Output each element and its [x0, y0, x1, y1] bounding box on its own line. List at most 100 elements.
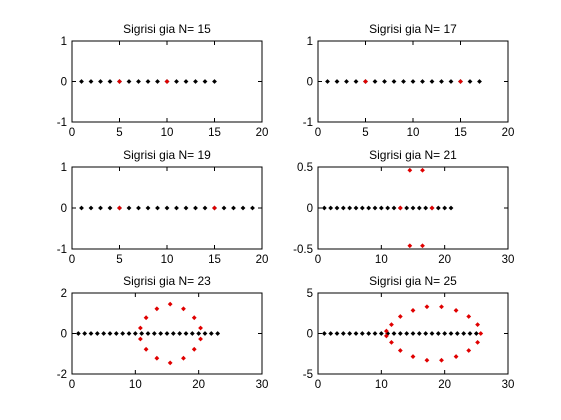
data-point [475, 340, 480, 345]
data-point [189, 331, 195, 336]
data-point [389, 340, 394, 345]
data-point [198, 336, 203, 342]
data-point [334, 79, 340, 84]
data-point [372, 79, 378, 84]
data-point [397, 348, 403, 353]
data-point [88, 79, 94, 84]
data-point [475, 322, 480, 327]
data-point [442, 331, 448, 336]
y-tick-label: -1 [303, 117, 313, 129]
data-point [340, 331, 346, 336]
data-point [353, 79, 359, 84]
data-point [384, 328, 389, 334]
data-point [79, 205, 84, 211]
data-point [136, 79, 141, 84]
data-point [389, 322, 394, 327]
x-tick-label: 5 [116, 254, 122, 266]
x-tick-label: 20 [438, 379, 451, 391]
data-point [397, 314, 403, 319]
data-point [453, 308, 459, 313]
data-point [366, 331, 372, 336]
x-tick-label: 10 [129, 379, 142, 391]
data-point [391, 331, 397, 336]
data-point [410, 205, 416, 211]
data-point [385, 205, 391, 211]
x-tick-label: 0 [69, 254, 75, 266]
data-point [126, 205, 132, 211]
data-point [384, 333, 389, 339]
y-tick-label: 0 [61, 77, 67, 89]
data-point [429, 205, 435, 211]
subplot-2: Sigrisi gia N= 170 5 10 15 20-101 [303, 22, 515, 139]
data-point [407, 243, 413, 249]
subplot-title: Sigrisi gia N= 23 [123, 274, 211, 288]
series-red [363, 79, 463, 84]
subplot-6: Sigrisi gia N= 250 10 20 30-505 [303, 274, 515, 391]
data-point [420, 79, 425, 84]
subplot-4: Sigrisi gia N= 210 10 20 30-0.500.5 [293, 148, 514, 266]
y-tick-label: 5 [307, 288, 313, 300]
data-point [88, 331, 94, 336]
data-point [167, 360, 173, 366]
data-point [183, 205, 189, 211]
x-tick-label: 10 [161, 127, 174, 139]
x-tick-label: 0 [69, 379, 75, 391]
data-point [340, 205, 346, 211]
data-point [372, 205, 378, 211]
data-point [198, 325, 203, 331]
x-tick-label: 20 [256, 254, 269, 266]
data-point [98, 79, 103, 84]
x-tick-label: 20 [256, 127, 269, 139]
data-point [382, 79, 387, 84]
data-point [448, 331, 454, 336]
x-tick-label: 30 [256, 379, 269, 391]
data-point [208, 331, 214, 336]
data-point [181, 306, 186, 312]
data-point [466, 314, 472, 319]
x-tick-label: 0 [315, 379, 321, 391]
data-point [424, 304, 430, 310]
data-point [101, 331, 107, 336]
data-point [372, 331, 378, 336]
data-point [202, 331, 208, 336]
data-point [212, 205, 217, 211]
data-point [88, 205, 94, 211]
data-point [439, 79, 444, 84]
x-tick-label: 20 [502, 127, 515, 139]
data-point [334, 331, 340, 336]
data-point [359, 205, 365, 211]
data-point [378, 205, 384, 211]
data-point [75, 331, 81, 336]
data-point [363, 79, 368, 84]
y-tick-label: 0 [61, 329, 67, 341]
data-point [410, 331, 416, 336]
data-point [126, 79, 132, 84]
data-point [191, 315, 197, 321]
data-point [107, 331, 113, 336]
data-point [473, 331, 479, 336]
series-red [397, 167, 435, 249]
x-tick-label: 10 [161, 254, 174, 266]
subplot-title: Sigrisi gia N= 17 [369, 22, 457, 36]
data-point [164, 331, 170, 336]
subplot-title: Sigrisi gia N= 21 [369, 148, 457, 162]
data-point [423, 331, 429, 336]
data-point [366, 205, 372, 211]
y-tick-label: 0.5 [297, 162, 313, 174]
data-point [164, 205, 170, 211]
subplot-title: Sigrisi gia N= 19 [123, 148, 211, 162]
data-point [240, 205, 246, 211]
y-tick-label: -0.5 [293, 244, 313, 256]
y-tick-label: -1 [57, 244, 67, 256]
data-point [353, 331, 359, 336]
data-point [117, 205, 122, 211]
data-point [410, 354, 416, 359]
data-point [416, 331, 422, 336]
x-tick-label: 5 [116, 127, 122, 139]
subplot-title: Sigrisi gia N= 25 [369, 274, 457, 288]
y-tick-label: -2 [57, 369, 67, 381]
data-point [397, 331, 403, 336]
x-tick-label: 5 [362, 127, 368, 139]
data-point [477, 79, 482, 84]
data-point [442, 205, 448, 211]
